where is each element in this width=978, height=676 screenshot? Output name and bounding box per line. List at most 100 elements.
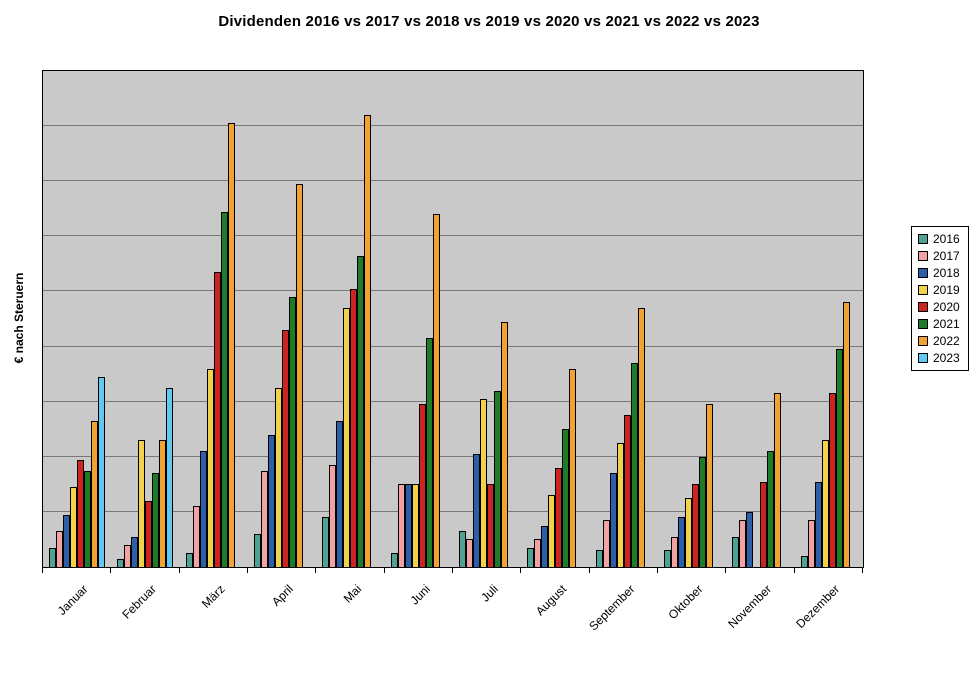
bar-2022-Dezember — [842, 302, 850, 567]
bar-2019-August — [548, 495, 556, 567]
plot-area — [42, 70, 864, 568]
legend-swatch-2020 — [918, 302, 928, 312]
chart-title: Dividenden 2016 vs 2017 vs 2018 vs 2019 … — [218, 13, 760, 30]
gridline — [43, 290, 863, 292]
legend-label-2017: 2017 — [933, 249, 960, 263]
bar-2021-September — [630, 363, 638, 567]
bar-2016-September — [595, 550, 603, 567]
bar-group-Oktober — [658, 404, 726, 567]
bar-2018-Juli — [473, 454, 481, 567]
bar-2020-November — [760, 482, 768, 567]
bar-2016-März — [185, 553, 193, 567]
gridline — [43, 235, 863, 237]
legend-item-2021: 2021 — [918, 318, 960, 330]
legend-item-2019: 2019 — [918, 284, 960, 296]
x-axis-tick — [110, 568, 111, 573]
bar-2017-Oktober — [671, 537, 679, 567]
bar-2016-Oktober — [664, 550, 672, 567]
bar-2017-Juni — [397, 484, 405, 567]
bar-2022-April — [296, 184, 304, 567]
legend-swatch-2019 — [918, 285, 928, 295]
bar-2021-November — [767, 451, 775, 567]
bar-group-Juni — [385, 214, 453, 567]
bar-2022-Juni — [432, 214, 440, 567]
legend-swatch-2021 — [918, 319, 928, 329]
bar-2017-Januar — [56, 531, 64, 567]
legend-swatch-2018 — [918, 268, 928, 278]
bar-2021-August — [562, 429, 570, 567]
bar-2017-August — [534, 539, 542, 567]
x-axis-label-April: April — [269, 582, 297, 609]
legend-swatch-2022 — [918, 336, 928, 346]
bar-2021-Oktober — [699, 457, 707, 567]
bar-2019-Januar — [70, 487, 78, 567]
gridline — [43, 455, 863, 457]
bar-2019-Februar — [138, 440, 146, 567]
bar-2022-Februar — [159, 440, 167, 567]
x-axis-label-Dezember: Dezember — [793, 582, 843, 632]
bar-2020-Mai — [350, 289, 358, 567]
bar-2018-September — [609, 473, 617, 567]
legend-item-2023: 2023 — [918, 352, 960, 364]
legend-label-2020: 2020 — [933, 300, 960, 314]
bar-2018-März — [199, 451, 207, 567]
bar-group-Juli — [453, 322, 521, 567]
gridline — [43, 125, 863, 127]
bar-2018-Dezember — [814, 482, 822, 567]
x-axis-label-Februar: Februar — [119, 582, 160, 622]
bar-group-Mai — [316, 115, 384, 567]
bar-2018-Oktober — [678, 517, 686, 567]
bar-2017-Dezember — [807, 520, 815, 567]
legend-item-2020: 2020 — [918, 301, 960, 313]
bar-2018-November — [746, 512, 754, 567]
bar-group-März — [180, 123, 248, 567]
bar-2016-Juli — [459, 531, 467, 567]
bar-2016-April — [254, 534, 262, 567]
bar-2019-September — [616, 443, 624, 567]
bar-2021-Februar — [152, 473, 160, 567]
bar-2018-Februar — [131, 537, 139, 567]
legend-item-2017: 2017 — [918, 250, 960, 262]
x-axis-label-Oktober: Oktober — [665, 582, 707, 623]
x-axis-tick — [657, 568, 658, 573]
bar-2016-Februar — [117, 559, 125, 567]
x-axis-tick — [42, 568, 43, 573]
x-axis-tick — [589, 568, 590, 573]
bar-2019-Juli — [480, 399, 488, 567]
bar-2020-Oktober — [692, 484, 700, 567]
bar-2020-Dezember — [828, 393, 836, 567]
x-axis-label-September: September — [586, 582, 638, 634]
bar-2019-Mai — [343, 308, 351, 567]
bar-2016-Juni — [390, 553, 398, 567]
bar-2022-November — [774, 393, 782, 567]
bar-2020-Januar — [77, 460, 85, 567]
bar-2018-Mai — [336, 421, 344, 567]
legend-label-2023: 2023 — [933, 351, 960, 365]
bar-group-Februar — [111, 388, 179, 567]
bar-2020-August — [555, 468, 563, 567]
bar-2019-Oktober — [685, 498, 693, 567]
bar-2018-August — [541, 526, 549, 567]
x-axis-label-Mai: Mai — [340, 582, 365, 606]
legend-swatch-2023 — [918, 353, 928, 363]
bar-2017-Februar — [124, 545, 132, 567]
bar-group-August — [521, 369, 589, 567]
bar-2021-April — [289, 297, 297, 567]
legend-swatch-2017 — [918, 251, 928, 261]
bar-2021-Mai — [357, 256, 365, 567]
gridline — [43, 180, 863, 182]
bar-2021-Juli — [494, 391, 502, 567]
bar-2021-Juni — [425, 338, 433, 567]
bar-2022-Oktober — [706, 404, 714, 567]
bar-2019-März — [206, 369, 214, 567]
bar-2021-Januar — [84, 471, 92, 567]
bar-2019-Juni — [411, 484, 419, 567]
bar-group-September — [590, 308, 658, 567]
bar-2017-April — [261, 471, 269, 567]
bar-2020-Juni — [418, 404, 426, 567]
bar-2021-Dezember — [835, 349, 843, 567]
legend-label-2016: 2016 — [933, 232, 960, 246]
legend-item-2016: 2016 — [918, 233, 960, 245]
bar-2018-Januar — [63, 515, 71, 567]
x-axis-label-August: August — [533, 582, 570, 619]
